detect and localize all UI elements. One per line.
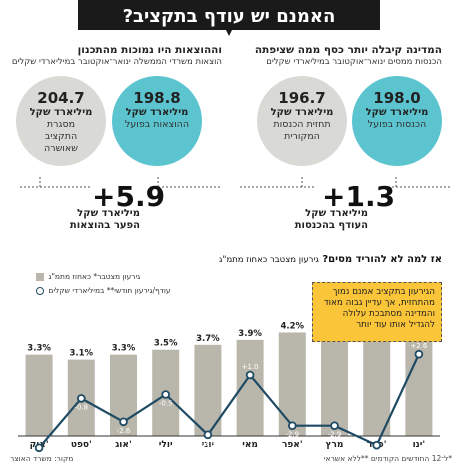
bar-label-9: 3.1%: [70, 349, 94, 359]
budget-frame-unit: מיליארד שקל: [29, 107, 93, 118]
line-label-1: +2.6: [410, 342, 428, 350]
forecast-revenue-circle: 196.7 מיליארד שקל תחזית הכנסות המקורית: [257, 76, 347, 166]
x-tick-1: ינו': [413, 440, 426, 450]
expense-header-subtitle: הוצאות משרדי הממשלה ינואר־אוקטובר במיליא…: [11, 57, 222, 67]
actual-expense-unit: מיליארד שקל: [125, 107, 189, 118]
monthly-balance-line: [38, 353, 420, 449]
line-label-5: +1.0: [242, 363, 259, 371]
bar-1: [405, 330, 433, 436]
revenue-surplus-label: מיליארד שקל העודף בהכנסות: [268, 208, 368, 232]
line-label-4: -2.9: [285, 431, 299, 439]
line-label-2: -4.4: [370, 450, 384, 458]
title-banner-shape: [78, 0, 380, 36]
legend-line-label: עודף/גירעון חודשי** במיליארדי שקלים: [48, 286, 171, 295]
expense-header: וההוצאות היו נמוכות מהתכנון הוצאות משרדי…: [10, 44, 222, 68]
bar-2: [363, 330, 391, 436]
x-tick-4: אפר': [282, 440, 303, 450]
bar-label-6: 3.7%: [196, 334, 220, 344]
actual-revenue-value: 198.0: [373, 89, 421, 107]
footer-source: מקור: משרד האוצר: [10, 454, 74, 463]
bar-4: [278, 332, 306, 436]
actual-expense-value: 198.8: [133, 89, 181, 107]
line-point-2: [372, 440, 382, 450]
legend-bars-label: גירעון מצטבר* כאחוז מתמ"ג: [48, 272, 141, 281]
line-point-3: [330, 421, 339, 431]
forecast-revenue-value: 196.7: [278, 89, 326, 107]
line-point-7: [161, 390, 171, 399]
actual-revenue-circle: 198.0 מיליארד שקל הכנסות בפועל: [352, 76, 442, 166]
legend-bars-swatch: [36, 273, 44, 281]
revenue-surplus-unit: מיליארד שקל: [305, 208, 368, 219]
revenue-header-title: המדינה קיבלה יותר כסף ממה שציפתה: [254, 44, 442, 56]
budget-frame-value: 204.7: [37, 89, 85, 107]
budget-frame-desc: מסגרת התקציב שאושרה: [44, 119, 78, 154]
deficit-question-subtitle: גירעון מצטבר כאחוז מתמ"ג: [219, 255, 319, 265]
line-point-1: [414, 349, 424, 359]
line-label-8: -2.6: [117, 427, 131, 435]
expense-gap-desc: הפער בהוצאות: [69, 220, 140, 231]
expense-gap-unit: מיליארד שקל: [77, 208, 140, 219]
line-point-10: [34, 443, 44, 453]
deficit-callout: הגירעון בתקציב אמנם נמוך מהתחזית, אך עדי…: [312, 282, 442, 342]
bar-label-7: 3.5%: [154, 339, 178, 349]
x-tick-9: ספט': [71, 440, 92, 450]
line-point-5: [245, 370, 255, 380]
actual-expense-circle: 198.8 מיליארד שקל ההוצאות בפועל: [112, 76, 202, 166]
x-tick-7: יולי: [159, 440, 173, 450]
line-point-6: [203, 430, 213, 440]
bar-10: [25, 354, 53, 436]
line-label-7: -0.5: [159, 400, 173, 408]
revenue-header-subtitle: הכנסות ממסים ינואר־אוקטובר במיליארדי שקל…: [266, 57, 442, 67]
revenue-header: המדינה קיבלה יותר כסף ממה שציפתה הכנסות …: [242, 44, 442, 68]
line-label-6: -3.6: [201, 440, 215, 448]
budget-frame-circle: 204.7 מיליארד שקל מסגרת התקציב שאושרה: [16, 76, 106, 166]
diff-connectors: [20, 177, 450, 188]
footer-note: *ל־12 החודשים הקודמים **ללא אשראי: [323, 454, 452, 463]
expense-gap-label: מיליארד שקל הפער בהוצאות: [40, 208, 140, 232]
deficit-question-title: אז למה לא להוריד מסים?: [322, 254, 442, 265]
revenue-surplus-desc: העודף בהכנסות: [294, 220, 368, 231]
bar-label-4: 4.2%: [281, 321, 305, 331]
line-point-8: [119, 417, 128, 427]
line-label-10: -4.6: [32, 453, 46, 461]
bar-label-8: 3.3%: [112, 344, 136, 354]
expense-gap-value: +5.9: [92, 180, 166, 213]
x-tick-8: אוג': [115, 440, 131, 450]
actual-revenue-desc: הכנסות בפועל: [367, 119, 427, 130]
line-point-9: [77, 394, 86, 403]
actual-expense-desc: ההוצאות בפועל: [124, 119, 190, 130]
actual-revenue-unit: מיליארד שקל: [365, 107, 429, 118]
deficit-question: אז למה לא להוריד מסים? גירעון מצטבר כאחו…: [142, 254, 442, 265]
x-tick-3: מרץ: [326, 440, 344, 450]
line-label-3: -2.9: [328, 431, 342, 439]
forecast-revenue-desc: תחזית הכנסות המקורית: [273, 119, 331, 142]
forecast-revenue-unit: מיליארד שקל: [270, 107, 334, 118]
bar-label-10: 3.3%: [27, 344, 51, 354]
legend-line-marker: [36, 287, 44, 295]
line-label-9: -0.8: [74, 403, 88, 411]
expense-header-title: וההוצאות היו נמוכות מהתכנון: [77, 44, 222, 56]
legend-bars: גירעון מצטבר* כאחוז מתמ"ג: [36, 272, 140, 281]
legend-line: עודף/גירעון חודשי** במיליארדי שקלים: [36, 286, 171, 295]
x-tick-5: מאי: [242, 440, 258, 450]
bar-3: [321, 332, 348, 436]
revenue-surplus-value: +1.3: [322, 180, 396, 213]
x-tick-6: יוני: [202, 440, 215, 450]
bar-label-5: 3.9%: [238, 329, 262, 339]
title-banner: האמנם יש עודף בתקציב?: [0, 0, 458, 38]
page-title: האמנם יש עודף בתקציב?: [122, 6, 336, 27]
line-point-4: [287, 421, 297, 431]
